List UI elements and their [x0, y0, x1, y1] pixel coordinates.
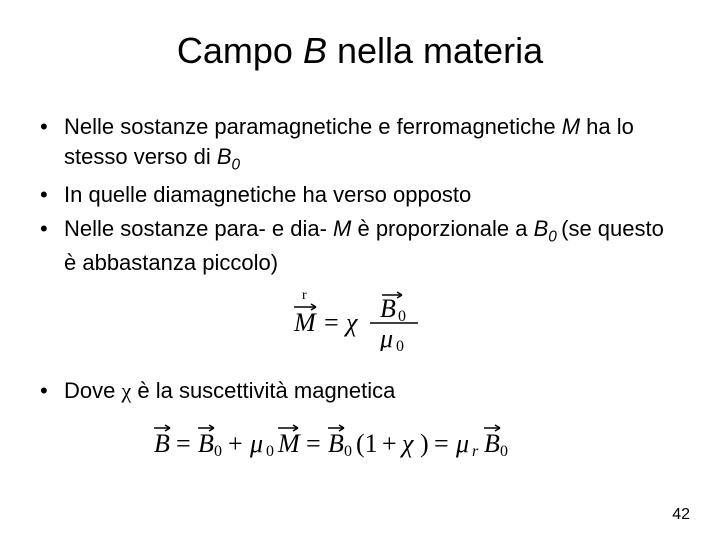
list-item: Nelle sostanze para- e dia- M è proporzi… [40, 214, 680, 278]
svg-text:0: 0 [500, 443, 508, 460]
svg-text:(1: (1 [356, 429, 378, 458]
svg-text:B: B [484, 429, 500, 458]
text-span: Nelle sostanze para- e dia- [64, 216, 333, 241]
text-span: Nelle sostanze paramagnetiche e ferromag… [64, 114, 562, 139]
subscript-text: 0 [548, 228, 561, 245]
formula-2: B=B0+μ0M=B0(1+χ)=μrB0 [40, 416, 680, 471]
italic-text: B [217, 144, 232, 169]
svg-text:0: 0 [398, 308, 406, 325]
text-span: è proporzionale a [351, 216, 533, 241]
list-item: In quelle diamagnetiche ha verso opposto [40, 180, 680, 210]
page-number: 42 [672, 506, 690, 524]
svg-text:=: = [434, 429, 449, 458]
chi-symbol: χ [121, 378, 131, 403]
svg-text:r: r [472, 443, 479, 460]
title-suffix: nella materia [327, 30, 543, 71]
svg-text:+: + [228, 429, 243, 458]
svg-text:0: 0 [396, 338, 404, 351]
svg-text:r: r [302, 288, 307, 303]
formula-1: rM=χB0μ0 [40, 287, 680, 356]
svg-text:): ) [420, 429, 429, 458]
svg-text:B: B [380, 294, 396, 323]
svg-text:χ: χ [399, 429, 414, 458]
svg-text:χ: χ [343, 308, 358, 337]
svg-text:0: 0 [344, 443, 352, 460]
slide-title: Campo B nella materia [40, 30, 680, 72]
italic-text: M [333, 216, 351, 241]
title-prefix: Campo [177, 30, 303, 71]
svg-text:B: B [328, 429, 344, 458]
italic-text: B [534, 216, 549, 241]
list-item: Dove χ è la suscettività magnetica [40, 376, 680, 406]
italic-text: M [562, 114, 580, 139]
subscript-text: 0 [232, 156, 241, 173]
text-span: In quelle diamagnetiche ha verso opposto [64, 182, 471, 207]
text-span: è la suscettività magnetica [131, 378, 395, 403]
bullet-list-2: Dove χ è la suscettività magnetica [40, 376, 680, 406]
svg-text:=: = [306, 429, 321, 458]
svg-text:M: M [277, 429, 301, 458]
svg-text:μ: μ [455, 429, 469, 458]
svg-text:=: = [324, 308, 339, 337]
text-span: Dove [64, 378, 121, 403]
title-italic: B [303, 30, 327, 71]
svg-text:=: = [176, 429, 191, 458]
svg-text:0: 0 [214, 443, 222, 460]
svg-text:B: B [154, 429, 170, 458]
svg-text:0: 0 [266, 443, 274, 460]
list-item: Nelle sostanze paramagnetiche e ferromag… [40, 112, 680, 176]
svg-text:B: B [198, 429, 214, 458]
svg-text:M: M [293, 308, 317, 337]
svg-text:μ: μ [379, 324, 393, 351]
bullet-list: Nelle sostanze paramagnetiche e ferromag… [40, 112, 680, 277]
svg-text:μ: μ [249, 429, 263, 458]
svg-text:+: + [382, 429, 397, 458]
